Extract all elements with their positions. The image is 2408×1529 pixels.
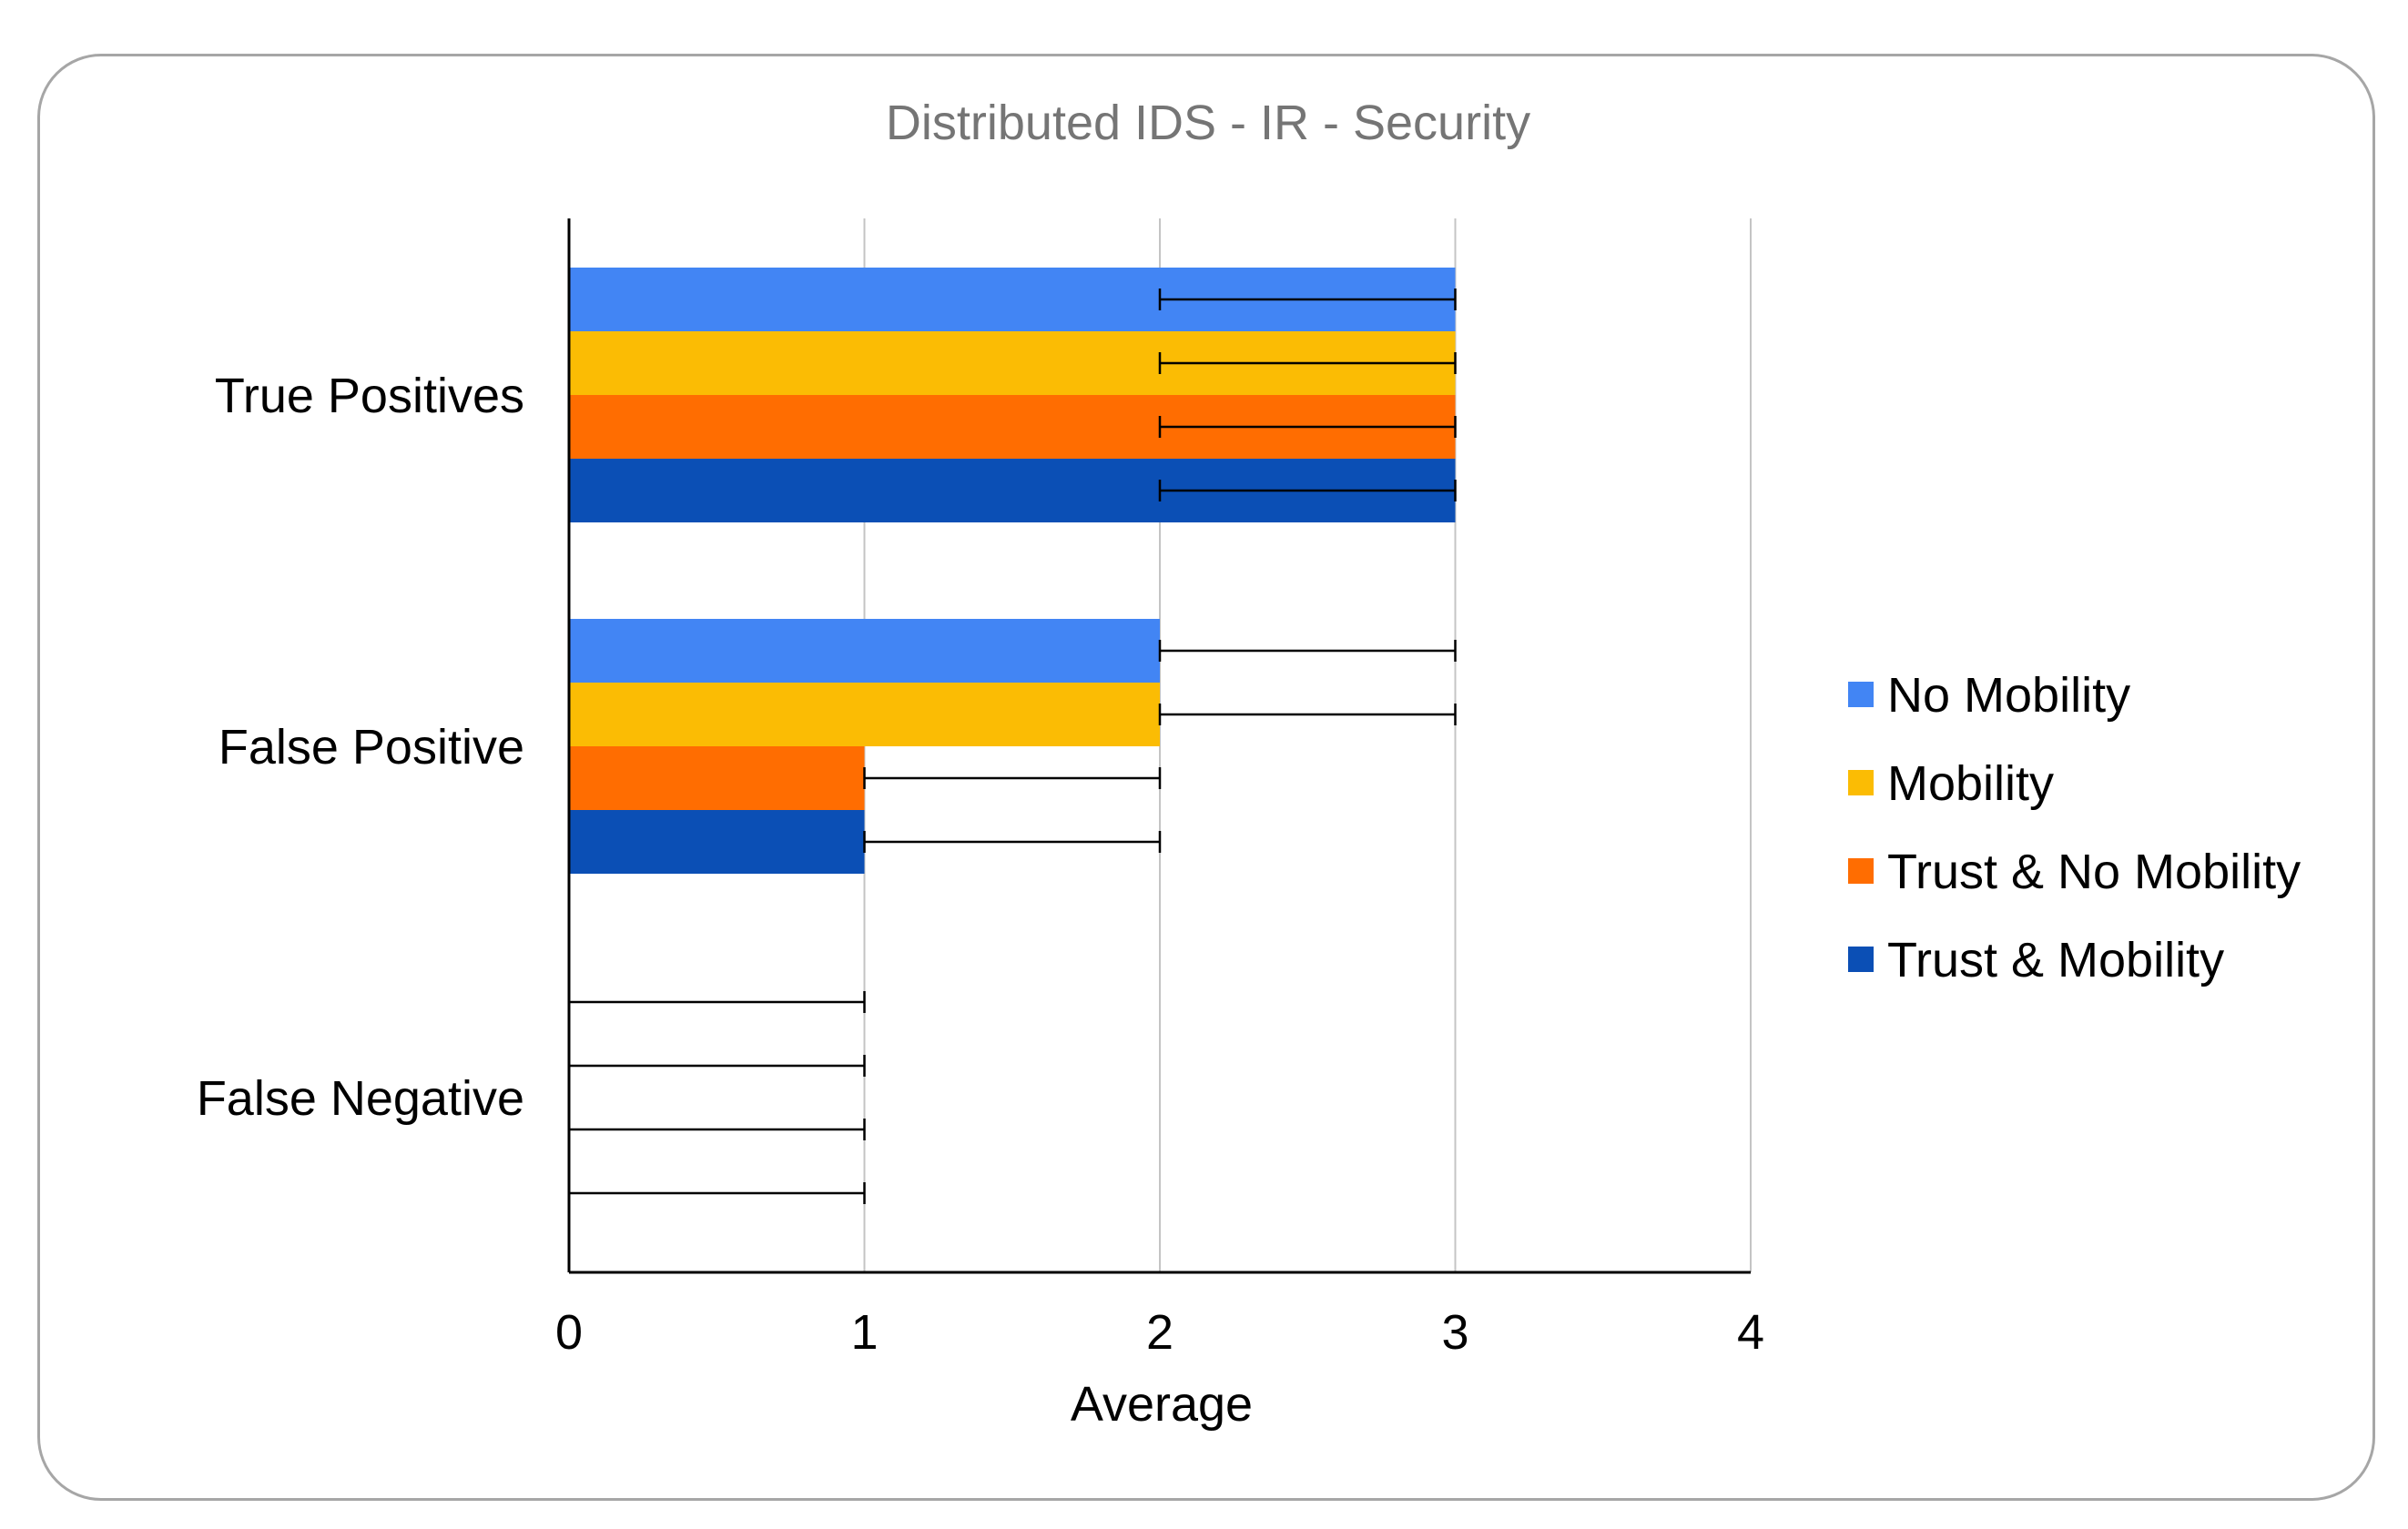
bar bbox=[569, 746, 865, 810]
legend-swatch bbox=[1848, 770, 1874, 795]
x-axis-title: Average bbox=[1071, 1377, 1253, 1432]
label-layer: 0 1 2 3 4 True Positives False Positive False N… bbox=[197, 369, 1764, 1360]
x-tick-label: 4 bbox=[1737, 1305, 1764, 1360]
x-tick-label: 3 bbox=[1441, 1305, 1468, 1360]
error-bar bbox=[863, 767, 1162, 789]
error-bar bbox=[567, 1055, 866, 1077]
legend-item: Trust & No Mobility bbox=[1848, 845, 2301, 899]
error-bar bbox=[1158, 640, 1457, 662]
bar-layer bbox=[569, 268, 1456, 874]
legend-item: Trust & Mobility bbox=[1848, 933, 2224, 987]
legend-swatch bbox=[1848, 682, 1874, 707]
error-bar bbox=[1158, 480, 1457, 501]
legend-label: Trust & Mobility bbox=[1887, 933, 2224, 987]
category-label: False Positive bbox=[218, 720, 524, 775]
x-tick-label: 2 bbox=[1146, 1305, 1174, 1360]
error-bar bbox=[1158, 352, 1457, 374]
bar bbox=[569, 619, 1160, 683]
error-bar-layer bbox=[567, 289, 1457, 1204]
legend: No Mobility Mobility Trust & No Mobility Tr… bbox=[1848, 668, 2301, 987]
bar bbox=[569, 810, 865, 874]
category-label: True Positives bbox=[215, 369, 524, 423]
chart-title: Distributed IDS - IR - Security bbox=[886, 96, 1530, 150]
x-tick-label: 0 bbox=[555, 1305, 583, 1360]
error-bar bbox=[567, 1182, 866, 1204]
legend-swatch bbox=[1848, 858, 1874, 884]
error-bar bbox=[1158, 289, 1457, 310]
error-bar bbox=[567, 1119, 866, 1140]
error-bar bbox=[1158, 416, 1457, 438]
legend-item: Mobility bbox=[1848, 756, 2054, 811]
legend-label: No Mobility bbox=[1887, 668, 2130, 723]
legend-swatch bbox=[1848, 947, 1874, 972]
bar bbox=[569, 683, 1160, 746]
category-label: False Negative bbox=[197, 1071, 524, 1126]
legend-item: No Mobility bbox=[1848, 668, 2130, 723]
legend-label: Mobility bbox=[1887, 756, 2054, 811]
error-bar bbox=[1158, 704, 1457, 725]
error-bar bbox=[567, 991, 866, 1013]
error-bar bbox=[863, 831, 1162, 853]
legend-label: Trust & No Mobility bbox=[1887, 845, 2301, 899]
axis-layer bbox=[567, 218, 1751, 1274]
x-tick-label: 1 bbox=[850, 1305, 878, 1360]
